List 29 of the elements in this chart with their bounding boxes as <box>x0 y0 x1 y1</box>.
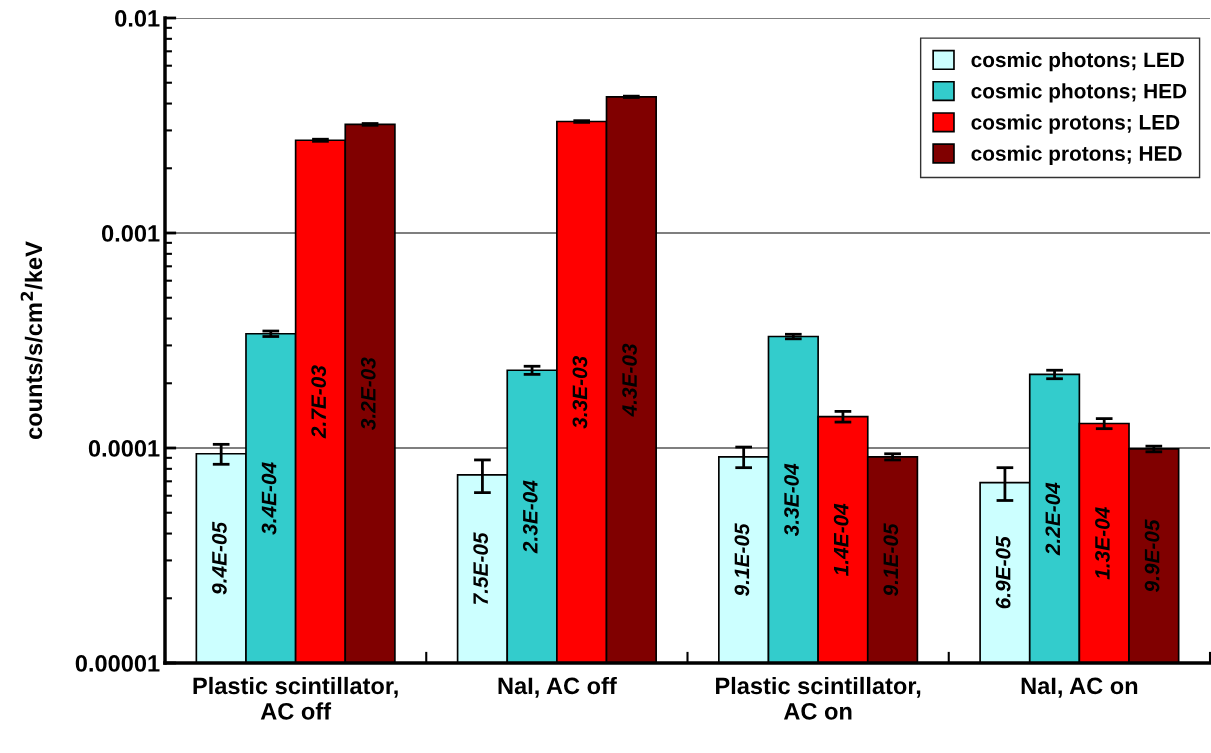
legend-label: cosmic photons; LED <box>971 51 1184 72</box>
data-label: 1.3E-04 <box>1095 507 1110 580</box>
data-label: 9.9E-05 <box>1144 519 1160 592</box>
data-label: 6.9E-05 <box>995 536 1011 609</box>
data-label: 3.4E-04 <box>261 462 277 535</box>
y-tick-label: 0.0001 <box>88 440 160 457</box>
data-label: 3.3E-04 <box>784 463 799 537</box>
data-label: 2.3E-04 <box>522 480 538 554</box>
data-label: 9.1E-05 <box>883 523 899 596</box>
data-label: 3.3E-03 <box>572 356 588 429</box>
x-tick-label: Plastic scintillator, AC on <box>716 676 921 720</box>
data-label: 9.4E-05 <box>212 521 227 595</box>
legend-label: cosmic photons; HED <box>971 83 1187 103</box>
y-tick-label: 0.001 <box>101 225 160 242</box>
y-tick-label: 0.01 <box>115 10 160 27</box>
data-label: 1.4E-04 <box>833 503 849 576</box>
y-axis-title: counts/s/cm$^{2}$/keV <box>20 241 43 439</box>
data-label: 7.5E-05 <box>473 532 489 604</box>
data-label: 2.7E-03 <box>311 365 327 439</box>
x-tick-label: NaI, AC on <box>1021 677 1138 698</box>
x-tick-label: NaI, AC off <box>498 676 617 698</box>
legend-label: cosmic protons; HED <box>971 145 1182 165</box>
x-tick-label: Plastic scintillator, AC off <box>193 676 398 720</box>
data-label: 9.1E-05 <box>734 523 750 596</box>
data-label: 4.3E-03 <box>622 343 637 417</box>
data-label: 3.2E-03 <box>360 357 376 431</box>
legend-label: cosmic protons; LED <box>971 114 1180 134</box>
y-tick-label: 0.00001 <box>75 655 160 672</box>
data-label: 2.2E-04 <box>1045 482 1061 556</box>
